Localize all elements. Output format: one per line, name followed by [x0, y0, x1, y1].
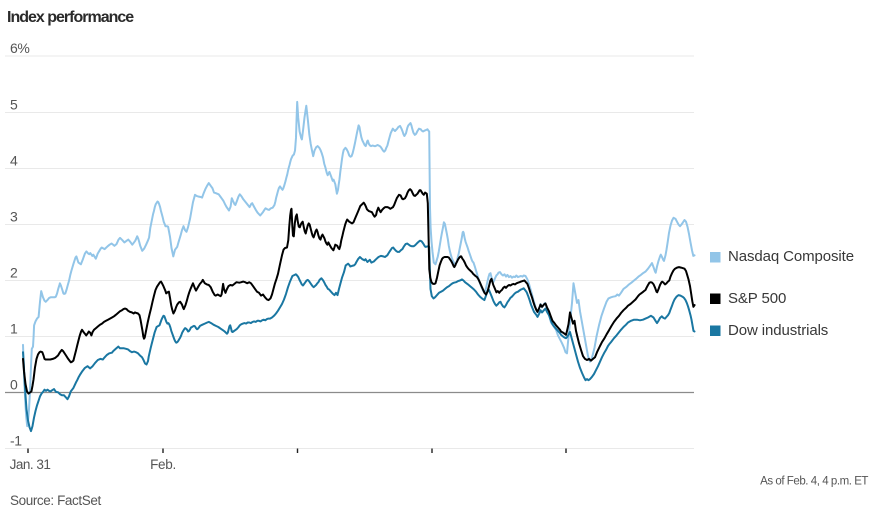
svg-text:-1: -1 — [10, 433, 22, 449]
svg-text:S&P 500: S&P 500 — [728, 290, 786, 307]
svg-text:Jan. 31: Jan. 31 — [10, 457, 51, 472]
svg-text:Source: FactSet: Source: FactSet — [10, 493, 101, 506]
svg-text:Nasdaq Composite: Nasdaq Composite — [728, 248, 854, 265]
svg-text:5: 5 — [10, 97, 18, 113]
svg-text:1: 1 — [10, 321, 18, 337]
svg-text:Index performance: Index performance — [7, 9, 134, 26]
svg-text:6%: 6% — [10, 40, 29, 56]
svg-text:Feb.: Feb. — [150, 457, 176, 472]
svg-text:2: 2 — [10, 265, 18, 281]
svg-text:Dow industrials: Dow industrials — [728, 322, 828, 339]
svg-text:As of Feb. 4, 4 p.m. ET: As of Feb. 4, 4 p.m. ET — [760, 476, 868, 488]
svg-text:0: 0 — [10, 377, 18, 393]
svg-text:3: 3 — [10, 209, 18, 225]
svg-text:4: 4 — [10, 153, 18, 169]
